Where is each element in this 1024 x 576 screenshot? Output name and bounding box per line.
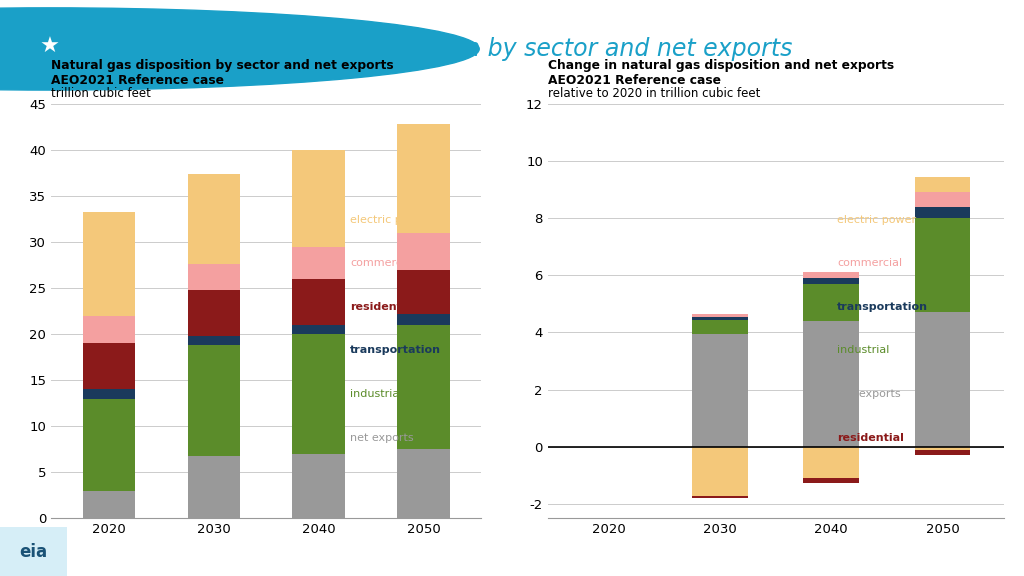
Circle shape — [0, 8, 479, 90]
Bar — [187, 264, 240, 290]
Bar — [83, 343, 135, 389]
Bar — [692, 334, 748, 447]
Bar — [692, 495, 748, 498]
Text: ★: ★ — [39, 37, 59, 57]
Text: Natural gas disposition by sector and net exports: Natural gas disposition by sector and ne… — [51, 59, 394, 72]
Text: AEO2021 Reference case: AEO2021 Reference case — [548, 74, 721, 86]
Text: electric power: electric power — [350, 215, 429, 225]
Text: residential: residential — [838, 433, 904, 442]
Text: relative to 2020 in trillion cubic feet: relative to 2020 in trillion cubic feet — [548, 87, 760, 100]
Bar — [293, 150, 345, 247]
Text: electric power: electric power — [838, 215, 916, 225]
Text: AEO2021 Reference case: AEO2021 Reference case — [51, 74, 224, 86]
Bar — [692, 317, 748, 320]
Text: 8: 8 — [994, 545, 1002, 558]
Bar — [293, 325, 345, 334]
Bar — [187, 290, 240, 336]
Text: residential: residential — [350, 302, 417, 312]
Bar — [804, 321, 859, 447]
Text: Annual Energy Outlook 2021: Annual Energy Outlook 2021 — [422, 545, 592, 558]
Bar — [293, 279, 345, 325]
Text: industrial: industrial — [838, 346, 890, 355]
Bar — [83, 316, 135, 343]
Bar — [397, 314, 450, 325]
Text: Source: U.S. Energy Information Administration,: Source: U.S. Energy Information Administ… — [77, 545, 364, 558]
Bar — [914, 447, 970, 450]
Bar — [293, 334, 345, 454]
Bar — [692, 314, 748, 317]
Text: trillion cubic feet: trillion cubic feet — [51, 87, 152, 100]
Bar — [187, 174, 240, 264]
Bar — [397, 325, 450, 449]
Bar — [804, 278, 859, 284]
Bar — [397, 449, 450, 518]
Bar — [293, 247, 345, 279]
Text: (AEO2021): (AEO2021) — [623, 545, 690, 558]
Bar — [914, 218, 970, 312]
Bar — [187, 336, 240, 345]
Bar — [914, 207, 970, 218]
Text: transportation: transportation — [350, 346, 441, 355]
Bar — [692, 447, 748, 495]
Bar — [804, 284, 859, 321]
Text: commercial: commercial — [838, 259, 902, 268]
Text: www.eia.gov/aeo: www.eia.gov/aeo — [855, 545, 955, 558]
Text: transportation: transportation — [838, 302, 928, 312]
Bar — [83, 389, 135, 399]
Bar — [804, 272, 859, 278]
Bar — [692, 320, 748, 334]
FancyBboxPatch shape — [0, 527, 67, 576]
Bar — [397, 124, 450, 233]
Bar — [914, 192, 970, 207]
Bar — [83, 491, 135, 518]
Text: commercial: commercial — [350, 259, 415, 268]
Bar — [83, 399, 135, 491]
Text: net exports: net exports — [838, 389, 901, 399]
Bar — [293, 454, 345, 518]
Bar — [914, 312, 970, 447]
Bar — [914, 450, 970, 456]
Text: Change in natural gas disposition by sector and net exports: Change in natural gas disposition by sec… — [84, 37, 793, 61]
Bar — [83, 211, 135, 316]
Bar — [804, 447, 859, 478]
Text: eia: eia — [19, 543, 48, 560]
Bar — [397, 233, 450, 270]
Text: Change in natural gas disposition and net exports: Change in natural gas disposition and ne… — [548, 59, 894, 72]
Bar — [187, 345, 240, 456]
Bar — [914, 177, 970, 192]
Bar — [187, 456, 240, 518]
Text: industrial: industrial — [350, 389, 402, 399]
Bar — [804, 478, 859, 483]
Text: net exports: net exports — [350, 433, 414, 442]
Bar — [397, 270, 450, 314]
